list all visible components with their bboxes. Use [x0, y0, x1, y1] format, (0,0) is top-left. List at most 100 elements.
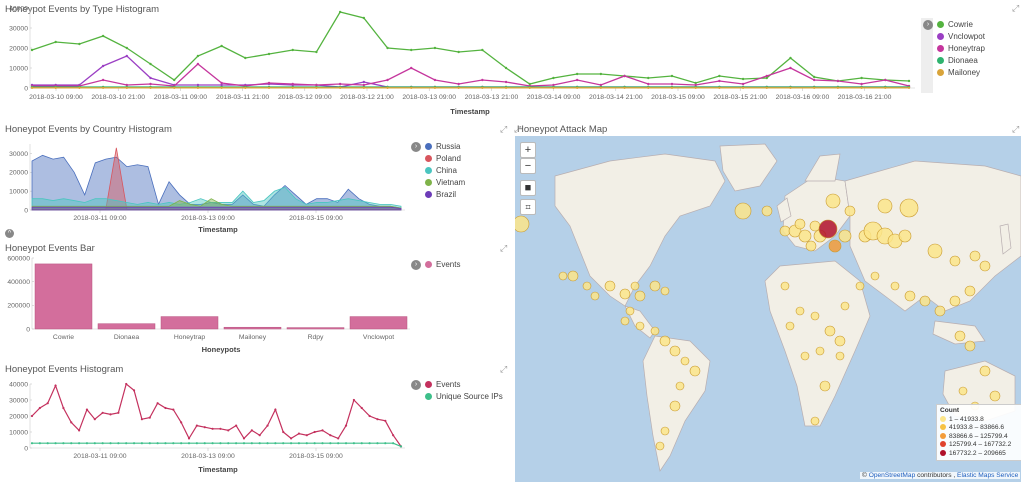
legend-item[interactable]: Poland — [425, 154, 461, 163]
attack-marker[interactable] — [558, 271, 568, 281]
attack-marker[interactable] — [650, 326, 660, 336]
attack-marker[interactable] — [734, 202, 752, 220]
attack-marker[interactable] — [590, 291, 600, 301]
attack-marker[interactable] — [958, 386, 968, 396]
legend-item[interactable]: Unique Source IPs — [425, 392, 503, 401]
legend-toggle-icon[interactable]: › — [923, 20, 933, 30]
attack-marker[interactable] — [780, 281, 790, 291]
bar[interactable] — [97, 323, 156, 330]
attack-marker[interactable] — [844, 205, 856, 217]
attack-marker[interactable] — [927, 243, 943, 259]
attack-marker[interactable] — [949, 255, 961, 267]
attack-marker[interactable] — [904, 290, 916, 302]
legend-item[interactable]: Cowrie — [937, 20, 973, 29]
attack-marker[interactable] — [669, 345, 681, 357]
attack-marker[interactable] — [979, 260, 991, 272]
attack-marker[interactable] — [660, 286, 670, 296]
attack-marker[interactable] — [655, 441, 665, 451]
legend-toggle-icon[interactable]: › — [411, 142, 421, 152]
legend-item[interactable]: Vnclowpot — [937, 32, 985, 41]
attack-marker[interactable] — [800, 351, 810, 361]
attack-marker[interactable] — [819, 380, 831, 392]
attack-marker[interactable] — [964, 285, 976, 297]
attack-marker[interactable] — [890, 281, 900, 291]
attack-marker[interactable] — [567, 270, 579, 282]
attack-marker[interactable] — [619, 288, 631, 300]
attack-marker[interactable] — [934, 305, 946, 317]
bar[interactable] — [160, 316, 219, 330]
attack-marker[interactable] — [669, 400, 681, 412]
legend-item[interactable]: Honeytrap — [937, 44, 985, 53]
draw-rectangle-button[interactable]: ■ — [520, 180, 536, 196]
attack-marker[interactable] — [809, 220, 821, 232]
attack-marker[interactable] — [838, 229, 852, 243]
attack-marker[interactable] — [877, 198, 893, 214]
attack-marker[interactable] — [810, 416, 820, 426]
attack-marker[interactable] — [680, 356, 690, 366]
attack-marker[interactable] — [899, 198, 919, 218]
attack-marker[interactable] — [798, 229, 812, 243]
attack-marker[interactable] — [675, 381, 685, 391]
collapse-icon[interactable]: ^ — [5, 229, 14, 238]
bar[interactable] — [286, 327, 345, 330]
fit-bounds-button[interactable]: ⌗ — [520, 199, 536, 215]
attack-marker[interactable] — [582, 281, 592, 291]
attack-marker[interactable] — [834, 335, 846, 347]
attack-marker[interactable] — [795, 306, 805, 316]
zoom-in-button[interactable]: + — [520, 142, 536, 158]
expand-icon[interactable]: ⤢ — [500, 243, 508, 253]
attack-marker[interactable] — [660, 426, 670, 436]
attack-marker[interactable] — [625, 306, 635, 316]
expand-icon[interactable]: ⤢ — [500, 364, 508, 374]
world-map[interactable] — [515, 136, 1021, 482]
zoom-out-button[interactable]: − — [520, 158, 536, 174]
attack-marker[interactable] — [825, 193, 841, 209]
attack-marker[interactable] — [810, 311, 820, 321]
attack-marker[interactable] — [954, 330, 966, 342]
attack-marker[interactable] — [689, 365, 701, 377]
ems-link[interactable]: Elastic Maps Service — [957, 472, 1019, 479]
legend-scrollbar[interactable] — [921, 18, 933, 93]
attack-marker[interactable] — [761, 205, 773, 217]
attack-marker[interactable] — [824, 325, 836, 337]
attack-marker[interactable] — [949, 295, 961, 307]
bar[interactable] — [223, 326, 282, 330]
legend-item[interactable]: Dionaea — [937, 56, 978, 65]
legend-toggle-icon[interactable]: › — [411, 260, 421, 270]
attack-marker[interactable] — [634, 290, 646, 302]
attack-marker[interactable] — [919, 295, 931, 307]
attack-marker[interactable] — [630, 281, 640, 291]
bar[interactable] — [34, 263, 93, 330]
legend-item[interactable]: China — [425, 166, 457, 175]
attack-marker[interactable] — [898, 229, 912, 243]
legend-item[interactable]: Vietnam — [425, 178, 465, 187]
expand-icon[interactable]: ⤢ — [1012, 124, 1020, 134]
attack-marker[interactable] — [604, 280, 616, 292]
attack-marker[interactable] — [964, 340, 976, 352]
attack-marker[interactable] — [635, 321, 645, 331]
legend-item[interactable]: Russia — [425, 142, 460, 151]
expand-icon[interactable]: ⤢ — [1012, 3, 1020, 13]
attack-marker[interactable] — [969, 250, 981, 262]
attack-marker[interactable] — [785, 321, 795, 331]
osm-link[interactable]: OpenStreetMap — [868, 472, 916, 479]
attack-marker[interactable] — [794, 218, 806, 230]
attack-marker[interactable] — [989, 390, 1001, 402]
attack-marker[interactable] — [515, 215, 530, 233]
legend-toggle-icon[interactable]: › — [411, 380, 421, 390]
attack-marker[interactable] — [649, 280, 661, 292]
attack-marker[interactable] — [779, 225, 791, 237]
attack-marker[interactable] — [870, 271, 880, 281]
attack-marker[interactable] — [818, 219, 838, 239]
attack-marker[interactable] — [979, 365, 991, 377]
legend-item[interactable]: Events — [425, 260, 460, 269]
attack-marker[interactable] — [835, 351, 845, 361]
map-viewport[interactable]: + − ■ ⌗ Count 1 – 41933.8 41933.8 – 83866… — [515, 136, 1021, 482]
attack-marker[interactable] — [659, 335, 671, 347]
attack-marker[interactable] — [815, 346, 825, 356]
attack-marker[interactable] — [805, 240, 817, 252]
attack-marker[interactable] — [620, 316, 630, 326]
bar[interactable] — [349, 316, 408, 330]
legend-item[interactable]: Events — [425, 380, 460, 389]
attack-marker[interactable] — [828, 239, 842, 253]
